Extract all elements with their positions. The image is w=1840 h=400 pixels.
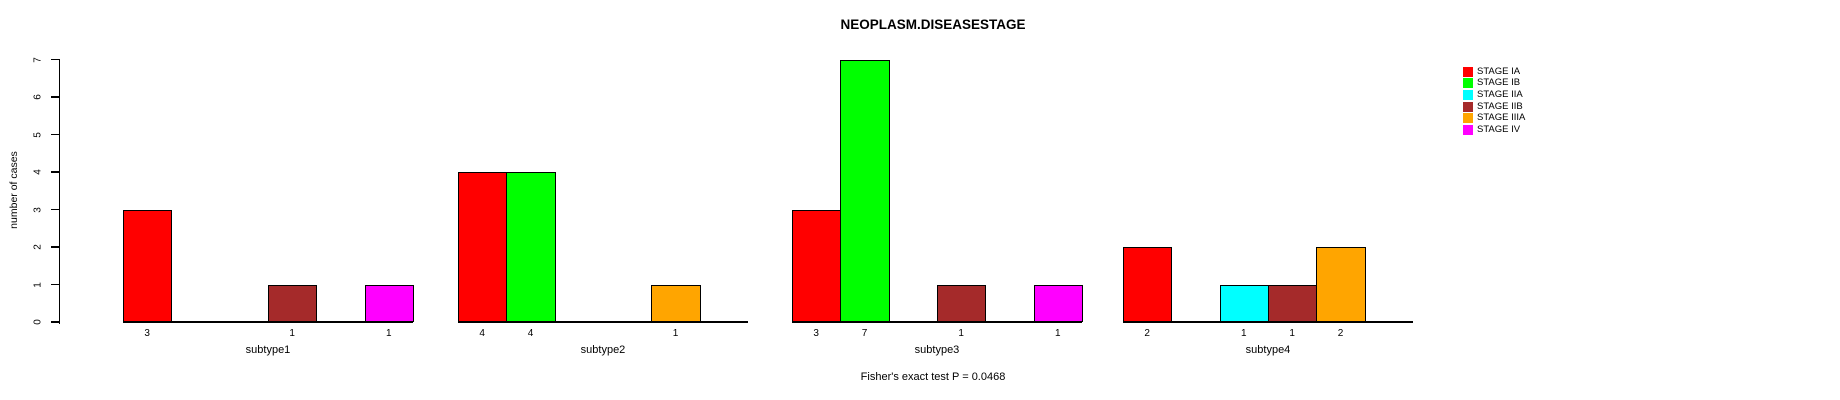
bar-stage-iv-subtype3	[1033, 284, 1083, 322]
y-axis-tick	[51, 58, 59, 61]
y-axis-line	[58, 59, 60, 324]
legend-swatch-icon	[1463, 124, 1473, 135]
y-axis-tick	[51, 171, 59, 173]
legend: STAGE IA STAGE IB STAGE IIA STAGE IIB STAGE …	[1463, 66, 1525, 136]
legend-label: STAGE IV	[1477, 123, 1521, 135]
bar-value-label: 7	[861, 328, 868, 339]
x-axis-group-baseline	[458, 321, 748, 323]
y-axis-title: number of cases	[8, 151, 20, 229]
bar-stage-iiia-subtype2	[651, 284, 701, 322]
x-axis-category-label-subtype2: subtype2	[580, 344, 626, 356]
y-axis-tick-label: 0	[32, 319, 44, 325]
bar-value-label: 1	[1055, 328, 1061, 339]
legend-item: STAGE IV	[1463, 124, 1525, 136]
bar-stage-iiia-subtype4	[1316, 247, 1366, 322]
y-axis-tick-label: 7	[32, 56, 44, 63]
bar-value-label: 1	[672, 328, 679, 339]
legend-label: STAGE IB	[1477, 77, 1521, 89]
bar-stage-iib-subtype4	[1267, 284, 1318, 322]
x-axis-category-label-subtype3: subtype3	[914, 344, 960, 356]
bar-stage-ia-subtype4	[1123, 247, 1173, 322]
bar-stage-iia-subtype4	[1219, 284, 1269, 322]
bar-stage-iib-subtype1	[267, 284, 318, 322]
bar-stage-ia-subtype2	[458, 172, 508, 322]
legend-item: STAGE IIA	[1463, 89, 1525, 101]
x-axis-category-label-subtype1: subtype1	[245, 344, 291, 356]
legend-label: STAGE IIIA	[1477, 112, 1526, 124]
legend-item: STAGE IIIA	[1463, 112, 1525, 124]
y-axis-tick	[51, 96, 59, 98]
bar-value-label: 4	[479, 328, 485, 339]
chart-title: NEOPLASM.DISEASESTAGE	[840, 17, 1026, 32]
legend-label: STAGE IIA	[1477, 88, 1523, 100]
bar-value-label: 2	[1144, 328, 1150, 339]
bar-value-label: 1	[1289, 328, 1295, 339]
y-axis-tick-label: 5	[32, 131, 44, 138]
legend-swatch-icon	[1463, 66, 1473, 77]
y-axis-tick-label: 2	[32, 244, 44, 250]
legend-swatch-icon	[1463, 78, 1473, 89]
y-axis-tick-label: 1	[32, 281, 44, 288]
legend-label: STAGE IIB	[1477, 100, 1523, 112]
bar-stage-iib-subtype3	[936, 284, 987, 322]
y-axis-tick	[51, 133, 59, 136]
legend-swatch-icon	[1463, 113, 1473, 124]
x-axis-group-baseline	[123, 321, 413, 323]
bar-stage-iv-subtype1	[364, 284, 414, 322]
legend-label: STAGE IA	[1477, 65, 1521, 77]
bar-stage-ia-subtype1	[123, 209, 173, 322]
legend-item: STAGE IA	[1463, 66, 1525, 78]
y-axis-tick	[51, 208, 59, 211]
bar-value-label: 2	[1337, 328, 1344, 339]
bar-value-label: 4	[527, 328, 534, 339]
y-axis-tick-label: 4	[32, 169, 44, 175]
fisher-test-annotation: Fisher's exact test P = 0.0468	[860, 371, 1006, 383]
x-axis-group-baseline	[1123, 321, 1413, 323]
y-axis-tick-label: 6	[32, 94, 44, 100]
x-axis-category-label-subtype4: subtype4	[1245, 344, 1291, 356]
x-axis-group-baseline	[792, 321, 1082, 323]
legend-item: STAGE IB	[1463, 78, 1525, 90]
legend-swatch-icon	[1463, 89, 1473, 100]
bar-value-label: 3	[813, 328, 819, 339]
bar-value-label: 1	[386, 328, 392, 339]
bar-value-label: 3	[144, 328, 150, 339]
y-axis-tick	[51, 283, 59, 286]
bar-stage-ib-subtype2	[506, 172, 556, 322]
legend-swatch-icon	[1463, 101, 1473, 112]
bar-stage-ib-subtype3	[840, 59, 890, 322]
y-axis-tick	[51, 246, 59, 248]
y-axis-tick	[51, 321, 59, 323]
bar-value-label: 1	[958, 328, 964, 339]
bar-value-label: 1	[1241, 328, 1247, 339]
legend-item: STAGE IIB	[1463, 101, 1525, 113]
y-axis-tick-label: 3	[32, 206, 44, 213]
bar-value-label: 1	[289, 328, 295, 339]
bar-stage-ia-subtype3	[792, 209, 842, 322]
